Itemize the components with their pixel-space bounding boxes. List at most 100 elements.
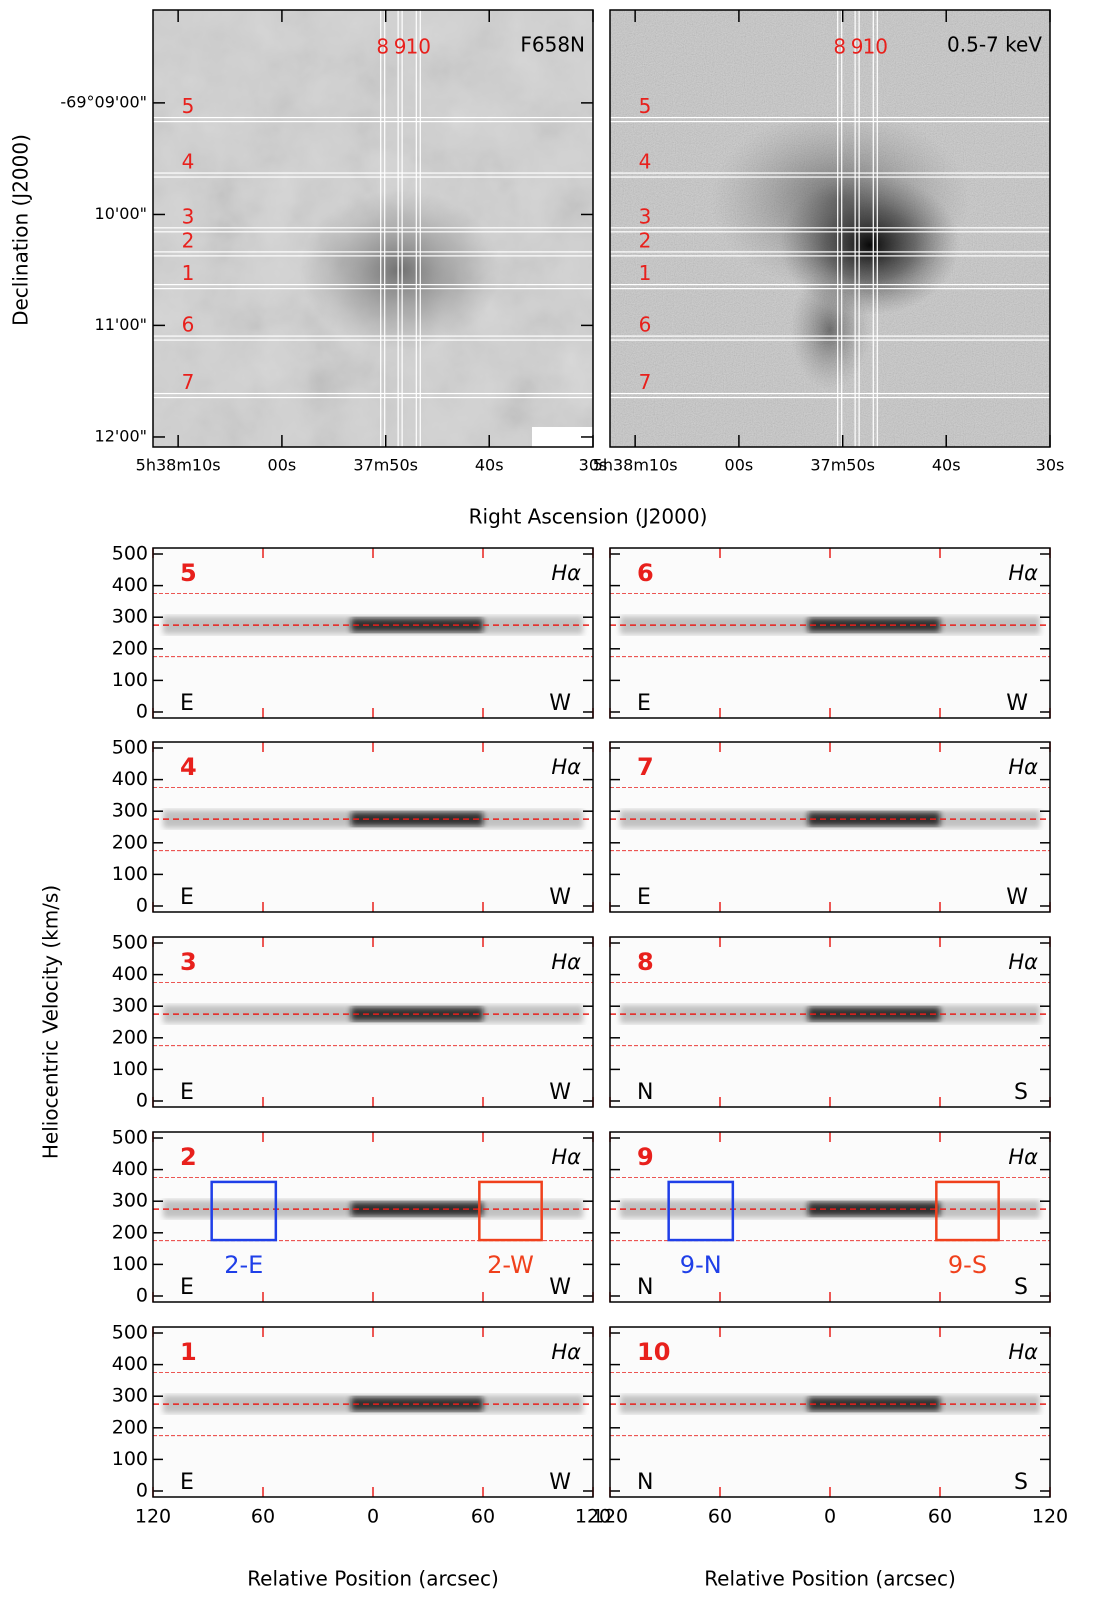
x-tick-label: 00s	[268, 456, 297, 475]
panel-label: 3	[180, 948, 197, 976]
slit-label: 9	[851, 35, 864, 59]
spectra-xlabel: Relative Position (arcsec)	[247, 1567, 499, 1591]
y-tick-label: 400	[112, 574, 148, 596]
panel-frame	[152, 741, 594, 913]
direction-label: S	[1014, 1080, 1028, 1105]
spectra-xlabel: Relative Position (arcsec)	[704, 1567, 956, 1591]
image-ylabel: Declination (J2000)	[9, 134, 33, 326]
panel-frame	[609, 1326, 1051, 1498]
panel-label: 10	[637, 1338, 670, 1366]
region-box	[667, 1180, 735, 1242]
slit-label: 10	[863, 35, 888, 59]
slit-label: 5	[639, 94, 652, 118]
panel-label: 6	[637, 559, 654, 587]
panel-frame	[609, 741, 1051, 913]
slit-label: 6	[639, 313, 652, 337]
direction-label: S	[1014, 1470, 1028, 1495]
line-label: Hα	[551, 755, 581, 779]
panel-frame	[609, 936, 1051, 1108]
panel-label: 7	[637, 753, 654, 781]
image-frame	[609, 9, 1051, 448]
x-tick-label: 0	[824, 1506, 836, 1528]
line-label: Hα	[1008, 1340, 1038, 1364]
line-label: Hα	[1008, 755, 1038, 779]
direction-label: E	[180, 1080, 194, 1105]
y-tick-label: 300	[112, 800, 148, 822]
direction-label: E	[180, 691, 194, 716]
x-tick-label: 37m50s	[810, 456, 875, 475]
slit-label: 7	[182, 370, 195, 394]
x-tick-label: 00s	[725, 456, 754, 475]
x-tick-label: 30s	[1036, 456, 1065, 475]
slit-label: 9	[394, 35, 407, 59]
image-label: 0.5-7 keV	[947, 33, 1042, 57]
y-tick-label: 400	[112, 1158, 148, 1180]
panel-frame	[609, 1131, 1051, 1303]
direction-label: W	[1006, 885, 1028, 910]
region-box	[210, 1180, 278, 1242]
y-tick-label: 100	[112, 1253, 148, 1275]
direction-label: W	[549, 691, 571, 716]
panel-label: 1	[180, 1338, 197, 1366]
y-tick-label: 200	[112, 1416, 148, 1438]
direction-label: N	[637, 1080, 653, 1105]
slit-label: 2	[182, 228, 195, 252]
panel-label: 5	[180, 559, 197, 587]
x-tick-label: 5h38m10s	[136, 456, 221, 475]
direction-label: E	[637, 691, 651, 716]
y-tick-label: 500	[112, 1127, 148, 1149]
panel-frame	[152, 1326, 594, 1498]
region-label: 9-N	[680, 1251, 722, 1279]
y-tick-label: 11'00"	[95, 315, 147, 334]
x-tick-label: 30s	[579, 456, 608, 475]
x-tick-label: 40s	[932, 456, 961, 475]
y-tick-label: 500	[112, 1322, 148, 1344]
region-label: 2-W	[487, 1251, 534, 1279]
y-tick-label: 12'00"	[95, 426, 147, 445]
line-label: Hα	[551, 950, 581, 974]
y-tick-label: 500	[112, 543, 148, 565]
y-tick-label: 100	[112, 1058, 148, 1080]
line-label: Hα	[551, 1340, 581, 1364]
x-tick-label: 120	[575, 1506, 611, 1528]
y-tick-label: 300	[112, 606, 148, 628]
line-label: Hα	[1008, 561, 1038, 585]
y-tick-label: 200	[112, 1026, 148, 1048]
region-box	[935, 1180, 1000, 1242]
y-tick-label: 100	[112, 669, 148, 691]
x-tick-label: 120	[1032, 1506, 1068, 1528]
y-tick-label: 400	[112, 768, 148, 790]
y-tick-label: 300	[112, 1190, 148, 1212]
direction-label: E	[180, 885, 194, 910]
slit-label: 4	[639, 150, 652, 174]
panel-label: 4	[180, 753, 197, 781]
region-label: 9-S	[948, 1251, 987, 1279]
y-tick-label: 0	[136, 894, 148, 916]
region-label: 2-E	[224, 1251, 263, 1279]
y-tick-label: 500	[112, 932, 148, 954]
panel-label: 2	[180, 1143, 197, 1171]
y-tick-label: 0	[136, 1284, 148, 1306]
slit-label: 4	[182, 150, 195, 174]
line-label: Hα	[551, 1145, 581, 1169]
y-tick-label: 100	[112, 1448, 148, 1470]
line-label: Hα	[551, 561, 581, 585]
y-tick-label: 0	[136, 700, 148, 722]
panel-frame	[609, 547, 1051, 719]
y-tick-label: 200	[112, 1221, 148, 1243]
image-frame	[152, 9, 594, 448]
y-tick-label: -69°09'00"	[60, 92, 147, 111]
y-tick-label: 0	[136, 1479, 148, 1501]
slit-label: 1	[182, 261, 195, 285]
slit-label: 2	[639, 228, 652, 252]
y-tick-label: 300	[112, 1385, 148, 1407]
direction-label: W	[549, 885, 571, 910]
panel-frame	[152, 936, 594, 1108]
slit-label: 7	[639, 370, 652, 394]
x-tick-label: 37m50s	[353, 456, 418, 475]
y-tick-label: 300	[112, 995, 148, 1017]
direction-label: E	[180, 1275, 194, 1300]
direction-label: W	[549, 1275, 571, 1300]
x-tick-label: 0	[367, 1506, 379, 1528]
